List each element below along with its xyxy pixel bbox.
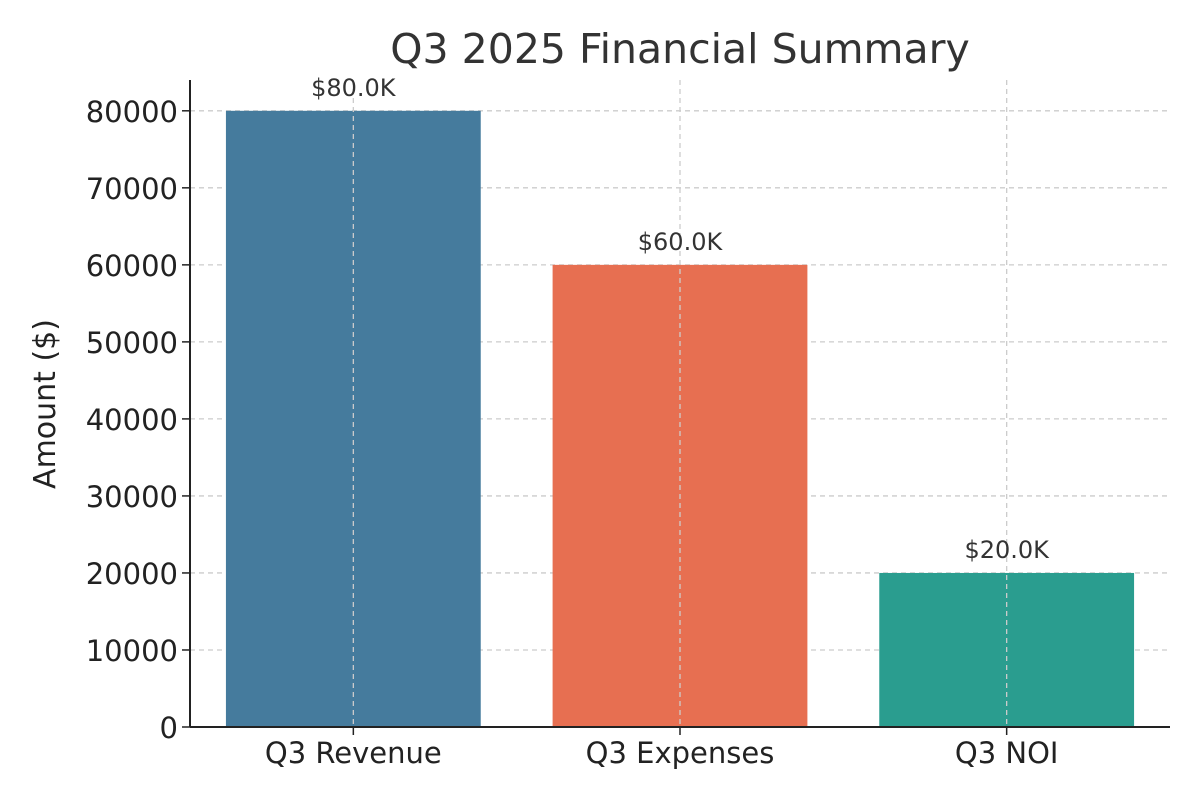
bar — [225, 110, 481, 728]
bar-data-label: $60.0K — [638, 228, 724, 256]
y-tick-label: 80000 — [86, 95, 178, 129]
bars — [225, 110, 1135, 728]
x-tick-label: Q3 Expenses — [586, 736, 775, 770]
y-tick-label: 20000 — [86, 557, 178, 591]
axes — [182, 80, 1170, 735]
bar-data-label: $80.0K — [311, 74, 397, 102]
x-tick-label: Q3 Revenue — [265, 736, 442, 770]
y-tick-label: 50000 — [86, 326, 178, 360]
tick-and-data-labels: 0 10000 20000 30000 40000 50000 60000 70000 8000… — [86, 74, 1059, 770]
y-tick-label: 10000 — [86, 634, 178, 668]
y-tick-label: 70000 — [86, 172, 178, 206]
y-axis-label: Amount ($) — [28, 319, 63, 489]
y-tick-label: 40000 — [86, 403, 178, 437]
x-tick-label: Q3 NOI — [955, 736, 1059, 770]
chart-title: Q3 2025 Financial Summary — [390, 25, 969, 73]
y-tick-label: 0 — [160, 711, 178, 745]
y-tick-label: 60000 — [86, 249, 178, 283]
y-tick-label: 30000 — [86, 480, 178, 514]
bar-data-label: $20.0K — [964, 536, 1050, 564]
